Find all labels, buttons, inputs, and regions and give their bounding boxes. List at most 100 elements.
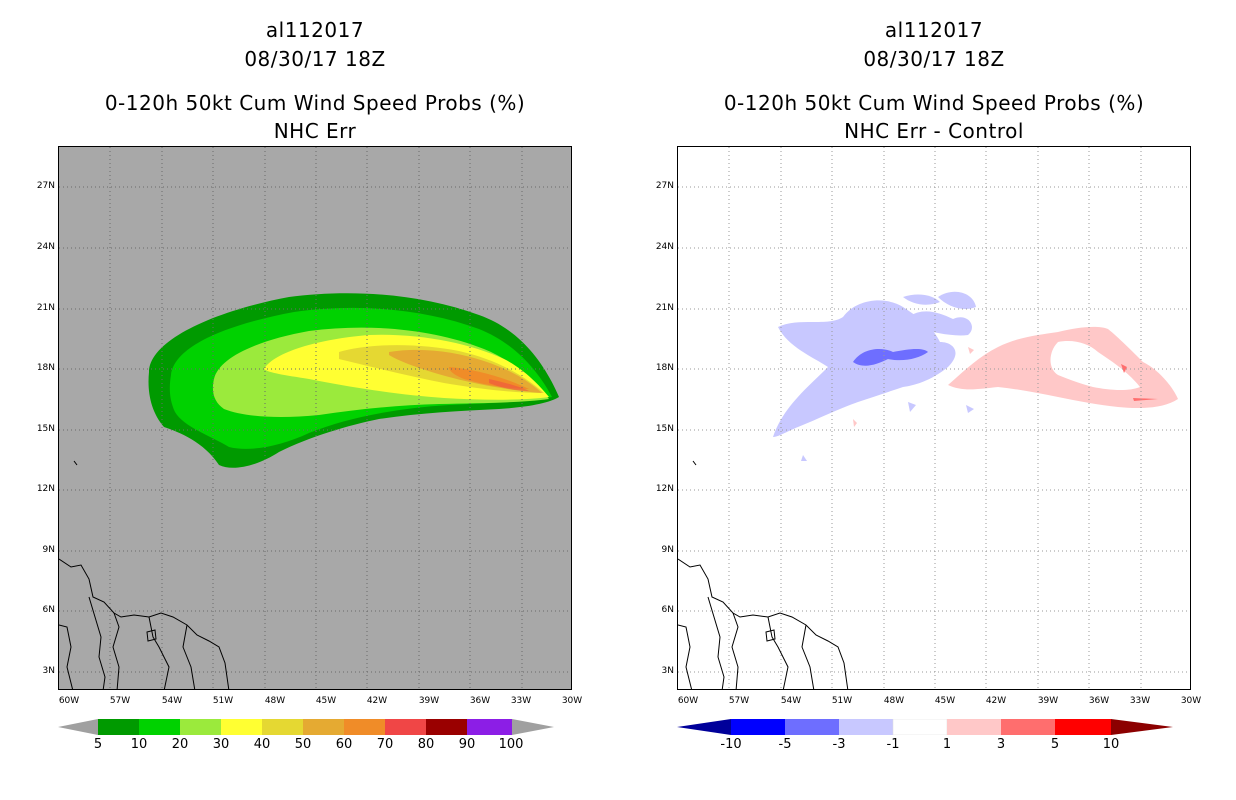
left-lon-57w: 57W <box>109 696 131 706</box>
left-colorbar-low-arrow <box>58 719 98 735</box>
right-lon-36w: 36W <box>1088 696 1110 706</box>
diff-pos-dot2 <box>853 419 857 427</box>
left-lon-42w: 42W <box>366 696 388 706</box>
left-cb-label-50: 50 <box>294 737 312 752</box>
right-lon-39w: 39W <box>1037 696 1059 706</box>
left-lat-15n: 15N <box>36 424 55 434</box>
left-lon-51w: 51W <box>212 696 234 706</box>
right-colorbar <box>677 719 1173 735</box>
left-lat-18n: 18N <box>36 363 55 373</box>
right-cb-1-3 <box>947 719 1001 735</box>
diff-neg-dot2 <box>966 405 974 413</box>
left-cb-90-100 <box>467 719 512 735</box>
right-cb-3-5 <box>1001 719 1055 735</box>
left-cb-10-20 <box>139 719 180 735</box>
left-lat-21n: 21N <box>36 303 55 313</box>
diff-neg-dot1 <box>908 402 916 412</box>
right-storm-id: al112017 <box>884 18 984 42</box>
right-lon-33w: 33W <box>1129 696 1151 706</box>
right-gridlines <box>678 147 1190 689</box>
right-lat-6n: 6N <box>661 605 674 615</box>
diff-pos-3b <box>1133 398 1158 401</box>
left-lat-3n: 3N <box>42 666 55 676</box>
left-cb-50-60 <box>303 719 344 735</box>
right-difference-plot <box>678 147 1190 689</box>
left-cb-30-40 <box>221 719 262 735</box>
left-colorbar-high-arrow <box>512 719 554 735</box>
right-cb-m10-m5 <box>731 719 785 735</box>
left-cb-40-50 <box>262 719 303 735</box>
right-lat-12n: 12N <box>655 484 674 494</box>
diff-neg-dot3 <box>801 455 807 461</box>
left-cb-label-10: 10 <box>130 737 148 752</box>
left-lat-27n: 27N <box>36 181 55 191</box>
right-coastline <box>678 460 849 689</box>
right-lon-42w: 42W <box>985 696 1007 706</box>
right-cb-label-m10: -10 <box>720 737 742 752</box>
left-cb-label-70: 70 <box>376 737 394 752</box>
right-lon-60w: 60W <box>677 696 699 706</box>
right-lat-21n: 21N <box>655 303 674 313</box>
right-lat-3n: 3N <box>661 666 674 676</box>
left-lon-36w: 36W <box>469 696 491 706</box>
left-cb-label-60: 60 <box>335 737 353 752</box>
left-cb-label-30: 30 <box>212 737 230 752</box>
right-product: 0-120h 50kt Cum Wind Speed Probs (%) <box>723 91 1145 115</box>
left-storm-id: al112017 <box>265 18 365 42</box>
left-lon-45w: 45W <box>315 696 337 706</box>
diff-neg-5 <box>853 348 928 366</box>
diff-pos-hole <box>1050 341 1140 391</box>
left-lon-60w: 60W <box>58 696 80 706</box>
right-cb-5-10 <box>1055 719 1111 735</box>
left-datetime: 08/30/17 18Z <box>244 47 386 71</box>
left-lat-12n: 12N <box>36 484 55 494</box>
left-gridlines <box>59 147 571 689</box>
diff-neg-3c <box>903 294 940 305</box>
left-cb-20-30 <box>180 719 221 735</box>
left-coastline <box>59 460 230 689</box>
left-colorbar <box>58 719 554 735</box>
right-lon-48w: 48W <box>883 696 905 706</box>
diff-neg-3d <box>938 291 976 309</box>
right-colorbar-low-arrow <box>677 719 731 735</box>
right-lat-15n: 15N <box>655 424 674 434</box>
diff-pos-dot <box>968 347 974 354</box>
right-cb-label-10: 10 <box>1102 737 1120 752</box>
right-cb-m3-m1 <box>839 719 893 735</box>
left-cb-label-100: 100 <box>498 737 524 752</box>
left-product: 0-120h 50kt Cum Wind Speed Probs (%) <box>104 91 526 115</box>
right-cb-label-3: 3 <box>996 737 1006 752</box>
left-cb-label-90: 90 <box>458 737 476 752</box>
diff-neg-3b <box>908 311 973 336</box>
right-cb-label-1: 1 <box>942 737 952 752</box>
right-lat-18n: 18N <box>655 363 674 373</box>
left-lat-6n: 6N <box>42 605 55 615</box>
left-subtitle: NHC Err <box>273 119 357 143</box>
prob-60 <box>449 367 529 389</box>
prob-70 <box>489 379 529 391</box>
left-cb-label-5: 5 <box>93 737 103 752</box>
left-cb-60-70 <box>344 719 385 735</box>
right-lon-57w: 57W <box>728 696 750 706</box>
left-cb-80-90 <box>426 719 467 735</box>
left-lat-9n: 9N <box>42 545 55 555</box>
left-lon-54w: 54W <box>161 696 183 706</box>
diff-pos-3a <box>1121 364 1127 373</box>
right-cb-label-m1: -1 <box>886 737 900 752</box>
right-subtitle: NHC Err - Control <box>844 119 1024 143</box>
right-lat-9n: 9N <box>661 545 674 555</box>
right-colorbar-high-arrow <box>1111 719 1173 735</box>
left-cb-label-20: 20 <box>171 737 189 752</box>
right-map <box>677 146 1191 690</box>
left-probability-plot <box>59 147 571 689</box>
right-lat-24n: 24N <box>655 242 674 252</box>
left-lon-48w: 48W <box>264 696 286 706</box>
left-cb-label-80: 80 <box>417 737 435 752</box>
left-lon-33w: 33W <box>510 696 532 706</box>
right-lon-51w: 51W <box>831 696 853 706</box>
left-lon-30w: 30W <box>561 696 583 706</box>
right-lon-45w: 45W <box>934 696 956 706</box>
right-cb-m1-1 <box>892 719 948 735</box>
right-cb-m5-m3 <box>785 719 839 735</box>
right-cb-label-m3: -3 <box>832 737 846 752</box>
